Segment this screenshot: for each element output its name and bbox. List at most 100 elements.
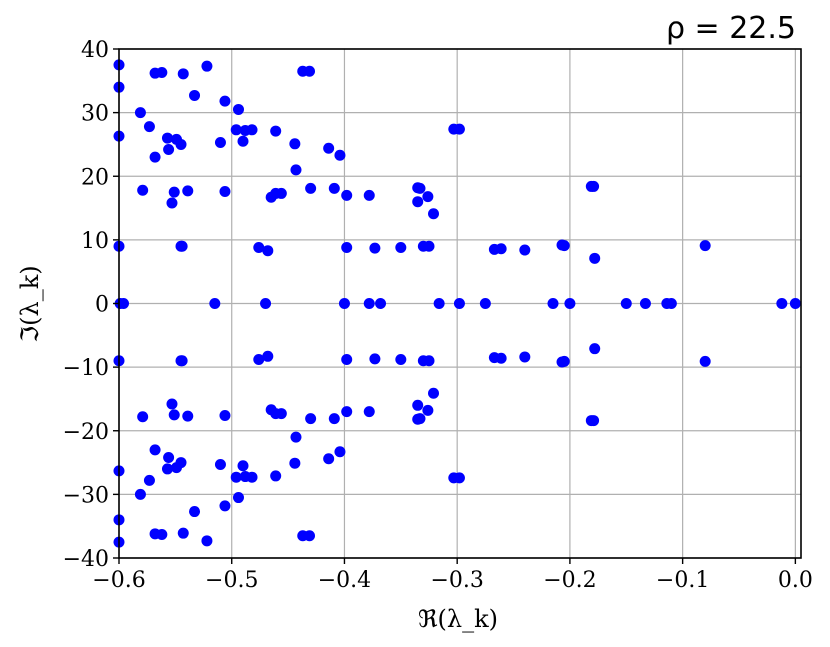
data-point xyxy=(423,240,435,252)
data-point xyxy=(334,446,346,458)
data-point xyxy=(363,406,375,418)
data-point xyxy=(232,492,244,504)
data-point xyxy=(639,298,651,309)
data-point xyxy=(176,355,188,367)
y-tick-label: 30 xyxy=(81,102,109,127)
data-point xyxy=(422,191,434,203)
data-point xyxy=(341,406,353,418)
data-point xyxy=(219,95,231,107)
data-point xyxy=(260,298,272,309)
data-point xyxy=(237,460,249,472)
data-point xyxy=(588,180,600,192)
data-point xyxy=(262,350,274,362)
data-point xyxy=(589,252,601,264)
data-point xyxy=(290,164,302,176)
data-point xyxy=(175,457,187,469)
data-point xyxy=(182,185,194,197)
data-point xyxy=(453,472,465,484)
data-point xyxy=(137,411,149,423)
data-point xyxy=(328,413,340,425)
data-point xyxy=(495,352,507,364)
data-point xyxy=(156,528,168,540)
data-point xyxy=(201,60,213,72)
data-point xyxy=(163,451,175,463)
data-point xyxy=(219,409,231,421)
data-point xyxy=(395,242,407,254)
data-point xyxy=(428,387,440,399)
data-point xyxy=(163,144,175,156)
data-point xyxy=(232,103,244,115)
data-point xyxy=(156,67,168,79)
data-point xyxy=(214,458,226,470)
x-axis-label: ℜ(λ_k) xyxy=(418,605,498,633)
y-tick-label: 40 xyxy=(81,38,109,63)
data-point xyxy=(412,196,424,208)
data-point xyxy=(453,123,465,135)
data-point xyxy=(143,474,155,486)
data-point xyxy=(246,471,258,483)
data-point xyxy=(338,298,350,309)
data-point xyxy=(304,530,316,542)
x-tick-label: −0.2 xyxy=(543,568,596,593)
data-point xyxy=(290,431,302,443)
data-point xyxy=(177,527,189,539)
data-point xyxy=(363,298,375,309)
data-point xyxy=(289,138,301,150)
data-point xyxy=(253,353,265,365)
data-point xyxy=(168,409,180,421)
data-point xyxy=(776,298,788,309)
data-point xyxy=(237,135,249,147)
y-tick-label: −30 xyxy=(63,483,109,508)
data-point xyxy=(369,242,381,254)
data-point xyxy=(395,353,407,365)
data-point xyxy=(341,242,353,254)
data-point xyxy=(176,240,188,252)
x-tick-label: −0.3 xyxy=(430,568,483,593)
data-point xyxy=(789,298,801,309)
data-point xyxy=(149,151,161,163)
data-point xyxy=(588,415,600,427)
x-tick-label: −0.6 xyxy=(92,568,145,593)
data-point xyxy=(275,408,287,420)
data-point xyxy=(519,351,531,363)
data-point xyxy=(558,240,570,252)
data-point xyxy=(699,355,711,367)
data-point xyxy=(175,138,187,150)
data-point xyxy=(323,142,335,154)
y-tick-label: 20 xyxy=(81,165,109,190)
data-point xyxy=(189,506,201,518)
data-point xyxy=(589,343,601,355)
data-point xyxy=(118,298,130,309)
data-point xyxy=(214,137,226,149)
data-point xyxy=(246,124,258,136)
data-point xyxy=(134,488,146,500)
data-point xyxy=(134,107,146,119)
data-point xyxy=(423,355,435,367)
data-point xyxy=(479,298,491,309)
y-tick-label: 0 xyxy=(95,293,109,318)
data-point xyxy=(422,404,434,416)
data-point xyxy=(699,240,711,252)
data-point xyxy=(182,410,194,422)
x-tick-label: −0.5 xyxy=(205,568,258,593)
x-tick-label: −0.4 xyxy=(318,568,371,593)
data-point xyxy=(168,186,180,198)
data-point xyxy=(143,121,155,133)
data-point xyxy=(219,186,231,198)
data-point xyxy=(305,182,317,194)
data-point xyxy=(375,298,387,309)
y-tick-label: −20 xyxy=(63,420,109,445)
data-point xyxy=(166,398,178,410)
data-point xyxy=(270,125,282,137)
data-point xyxy=(149,444,161,456)
data-point xyxy=(414,182,426,194)
data-point xyxy=(341,189,353,201)
data-point xyxy=(161,463,173,475)
chart-title: ρ = 22.5 xyxy=(666,11,796,46)
x-tick-label: −0.1 xyxy=(656,568,709,593)
data-point xyxy=(304,65,316,77)
data-point xyxy=(547,298,559,309)
data-point xyxy=(341,353,353,365)
data-point xyxy=(519,244,531,256)
